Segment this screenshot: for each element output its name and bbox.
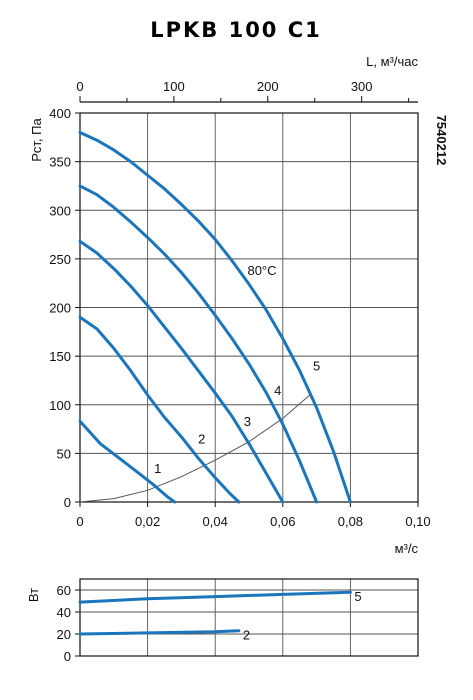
temperature-annotation: 80°C [247,263,276,278]
x-tick-label: 0,10 [405,514,430,529]
x-tick-label: 0,02 [135,514,160,529]
y-axis-label: Рст, Па [29,117,44,161]
power-chart: 0 20 40 60 Вт 5 2 [26,578,419,664]
fan-curve-5 [78,130,352,504]
fan-curve-2 [78,315,241,504]
y-tick-label: 20 [57,627,71,642]
y-tick-label: 150 [49,349,71,364]
x2-axis-label: L, м³/час [366,54,418,69]
y-tick-label: 50 [57,446,71,461]
curve-label: 3 [244,414,251,429]
chart-code: 7540212 [434,115,449,166]
y-tick-label: 250 [49,252,71,267]
y-tick-label: 300 [49,203,71,218]
y-tick-label: 60 [57,583,71,598]
power-curve-5 [78,590,352,604]
y-tick-label: 100 [49,398,71,413]
y-tick-label: 400 [49,106,71,121]
x-axis-label: м³/с [395,541,419,556]
system-curve [79,394,311,503]
y-tick-label: 0 [64,649,71,664]
x2-tick-label: 300 [351,79,373,94]
chart-title: LPKB 100 C1 [150,18,322,42]
power-curve-2 [78,629,241,636]
y-tick-label: 200 [49,301,71,316]
fan-curve-4 [78,184,319,504]
curve-label: 1 [154,461,161,476]
main-chart: 0 0,02 0,04 0,06 0,08 0,100501001502002503003… [29,54,449,556]
x2-tick-label: 0 [76,79,83,94]
fan-curve-1 [78,419,177,504]
curve-label: 2 [198,432,205,447]
x2-tick-label: 100 [163,79,185,94]
x-tick-label: 0 [76,514,83,529]
y-tick-label: 350 [49,155,71,170]
x-tick-label: 0,08 [338,514,363,529]
y-axis-label: Вт [26,588,41,602]
y-tick-label: 0 [64,495,71,510]
y-tick-label: 40 [57,605,71,620]
x-tick-label: 0,06 [270,514,295,529]
power-curve-label: 2 [243,628,250,643]
curve-label: 4 [274,383,281,398]
x2-tick-label: 200 [257,79,279,94]
power-curve-label: 5 [354,589,361,604]
curve-label: 5 [313,359,320,374]
plot-frame [79,578,419,657]
fan-curve-3 [78,239,285,504]
x-tick-label: 0,04 [203,514,228,529]
